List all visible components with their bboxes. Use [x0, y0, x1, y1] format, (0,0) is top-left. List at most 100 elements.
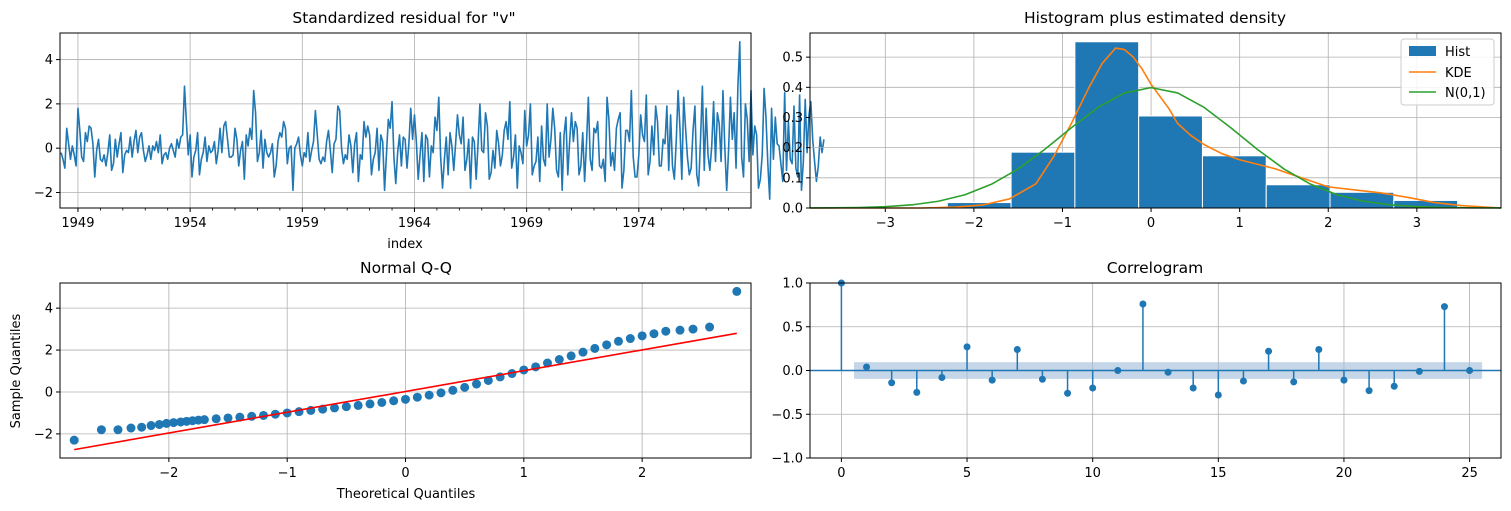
- qq-ylabel: Sample Quantiles: [9, 313, 24, 428]
- histogram-title: Histogram plus estimated density: [1024, 9, 1286, 27]
- qq-point: [330, 403, 340, 413]
- acf-marker: [888, 379, 896, 387]
- acf-marker: [1089, 384, 1097, 392]
- qq-point: [649, 329, 659, 339]
- correlogram-title: Correlogram: [1107, 259, 1204, 277]
- residual-series-line: [60, 41, 825, 200]
- qq-point: [199, 415, 209, 425]
- qq-point: [169, 418, 179, 428]
- histogram-bar: [1074, 41, 1140, 209]
- x-tick-label: 0: [1147, 216, 1155, 231]
- x-tick-label: 1: [1236, 216, 1244, 231]
- qq-point: [96, 425, 106, 435]
- acf-marker: [1440, 303, 1448, 311]
- acf-marker: [1114, 367, 1122, 374]
- y-tick-label: −1.0: [771, 452, 803, 467]
- qq-point: [161, 418, 171, 428]
- acf-marker: [1013, 346, 1021, 353]
- acf-marker: [1315, 346, 1323, 353]
- legend-normal-label: N(0,1): [1445, 86, 1486, 101]
- grid-lines: [60, 283, 751, 458]
- x-tick-label: 2: [638, 466, 646, 481]
- axes-frame: [809, 32, 1502, 209]
- legend-hist-label: Hist: [1445, 45, 1470, 60]
- acf-marker: [988, 376, 996, 384]
- acf-marker: [1164, 368, 1172, 376]
- x-tick-label: 5: [963, 466, 971, 481]
- x-tick-label: 1959: [286, 216, 319, 231]
- legend-hist-swatch: [1409, 46, 1436, 56]
- acf-marker: [863, 363, 871, 371]
- y-tick-label: 0.0: [782, 364, 803, 379]
- y-tick-label: 0.5: [782, 320, 803, 335]
- qq-point: [401, 394, 410, 404]
- acf-marker: [1038, 375, 1046, 383]
- y-tick-label: 0.1: [782, 171, 803, 186]
- qq-point: [613, 336, 623, 346]
- x-tick-label: −2: [964, 216, 983, 231]
- qq-point: [542, 358, 552, 368]
- kde-line: [810, 47, 1502, 209]
- qq-point: [554, 354, 564, 364]
- acf-marker: [1239, 377, 1247, 385]
- qq-point: [377, 397, 387, 407]
- y-tick-label: 0.5: [782, 51, 803, 66]
- acf-marker: [1466, 367, 1474, 374]
- qq-reference-line: [74, 332, 737, 451]
- grid-lines: [60, 33, 751, 208]
- qq-point: [705, 322, 715, 332]
- qq-point: [211, 414, 221, 424]
- qq-point: [732, 286, 742, 296]
- qq-point: [154, 419, 164, 429]
- y-tick-label: 0.2: [782, 141, 803, 156]
- x-tick-label: −2: [159, 466, 178, 481]
- x-tick-label: 1949: [61, 216, 94, 231]
- y-tick-label: 2: [45, 344, 53, 359]
- x-tick-label: −1: [278, 466, 297, 481]
- qq-point: [223, 413, 233, 423]
- x-tick-label: 0: [837, 466, 845, 481]
- qq-point: [661, 326, 671, 336]
- qq-point: [126, 423, 136, 433]
- legend: Hist KDE N(0,1): [1400, 38, 1495, 106]
- acf-marker: [1265, 347, 1273, 355]
- y-tick-label: −2: [34, 427, 53, 442]
- qq-point: [137, 422, 147, 432]
- x-tick-label: 1969: [510, 216, 543, 231]
- y-tick-label: 2: [45, 97, 53, 112]
- x-tick-label: 10: [1084, 466, 1101, 481]
- histogram-panel: Histogram plus estimated density −3 −2 −1 0…: [782, 9, 1502, 231]
- qq-point: [566, 351, 576, 361]
- qq-point: [460, 382, 470, 392]
- acf-marker: [1189, 384, 1197, 392]
- acf-marker: [1064, 389, 1072, 397]
- qq-title: Normal Q-Q: [360, 259, 452, 277]
- qq-plot-panel: Normal Q-Q Theoretical Quantiles Sample …: [9, 259, 752, 502]
- x-tick-label: 15: [1210, 466, 1227, 481]
- histogram-bar: [1138, 115, 1203, 209]
- acf-marker: [938, 374, 946, 381]
- y-tick-label: −0.5: [771, 408, 803, 423]
- qq-point: [69, 435, 79, 445]
- qq-point: [294, 407, 304, 417]
- x-tick-label: 3: [1413, 216, 1421, 231]
- y-tick-label: 0.0: [782, 202, 803, 217]
- standardized-residual-panel: Standardized residual for "v" index 1949…: [34, 9, 825, 252]
- qq-point: [412, 392, 422, 402]
- qq-point: [625, 334, 635, 344]
- y-tick-label: 0.3: [782, 111, 803, 126]
- qq-point: [578, 347, 588, 357]
- x-tick-label: 1: [520, 466, 528, 481]
- qq-point: [675, 325, 685, 335]
- qq-point: [113, 425, 123, 435]
- acf-marker: [1365, 387, 1373, 395]
- qq-point: [602, 340, 612, 350]
- qq-point: [146, 421, 156, 431]
- y-tick-label: 4: [45, 302, 53, 317]
- qq-point: [637, 331, 647, 341]
- acf-marker: [913, 388, 921, 396]
- x-tick-label: 1974: [622, 216, 655, 231]
- acf-marker: [1214, 391, 1222, 399]
- x-tick-label: 1964: [398, 216, 431, 231]
- y-tick-label: 4: [45, 53, 53, 68]
